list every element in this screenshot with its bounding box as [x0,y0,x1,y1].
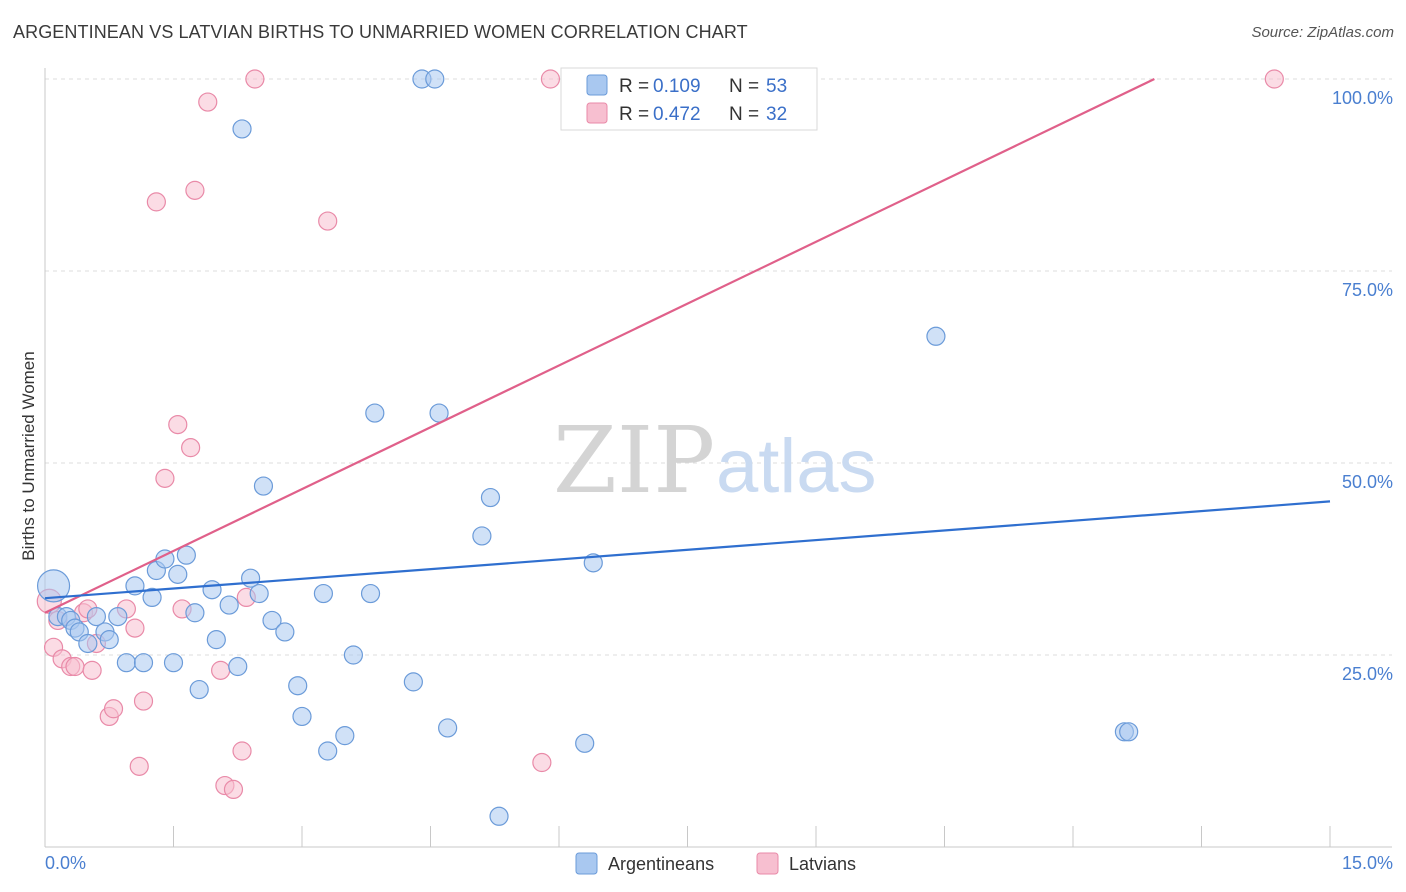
argentineans-point [168,564,188,584]
y-tick-label: 75.0% [1342,280,1393,300]
argentineans-point [78,633,98,654]
stats-r-label: R = [619,104,649,125]
y-tick-label: 100.0% [1332,88,1393,108]
latvians-point [133,691,154,711]
y-tick-labels: 25.0% 50.0% 75.0% 100.0% [1332,88,1393,684]
argentineans-point [253,476,274,496]
argentineans-point [262,610,282,631]
argentineans-point [425,69,445,89]
argentineans-point [36,569,71,603]
watermark-zip: ZIP [553,407,715,514]
stats-box: R = 0.109 N = 53 R = 0.472 N = 32 [560,67,818,131]
argentineans-point [403,672,423,692]
latvians-point [82,660,102,680]
argentineans-point [232,119,252,139]
argentineans-point [189,679,209,700]
latvians-point [232,741,252,761]
argentineans-point [176,545,196,565]
latvians-point [146,192,166,212]
argentineans-point [275,622,295,642]
argentineans-point [99,630,119,650]
trend-lines [44,78,1331,614]
y-tick-label: 25.0% [1342,664,1393,684]
argentineans-point [206,630,226,650]
legend-label-latvians: Latvians [789,854,856,874]
latvians-point [181,438,201,458]
stats-r-label: R = [619,76,649,97]
argentineans-point [228,656,248,677]
argentineans-point [142,587,162,608]
argentineans-point [318,741,338,761]
latvians-point [1264,69,1284,89]
argentineans-point [202,580,222,600]
argentineans-trend-line [44,500,1331,600]
argentineans-point [335,726,355,746]
latvians-point [198,92,218,112]
grid-lines [45,78,1392,656]
y-axis-label: Births to Unmarried Women [19,351,38,560]
latvians-point [65,656,85,677]
latvians-point [211,660,231,680]
argentineans-point [1119,722,1139,742]
x-tick-label: 15.0% [1342,853,1393,873]
latvians-point [185,180,205,200]
latvians-point [532,752,552,773]
argentineans-point [133,653,154,673]
argentineans-point [489,806,509,826]
latvians-point [223,779,244,800]
stats-swatch-argentineans [586,74,608,96]
latvians-point [155,468,175,488]
x-tick-labels: 0.0% 15.0% [45,853,1393,873]
legend-swatch-argentineans [575,852,598,875]
stats-n-value: 53 [766,76,787,97]
argentineans-point [116,653,136,673]
argentineans-point [288,676,308,696]
argentineans-point [292,706,312,727]
argentineans-point [163,653,184,673]
stats-r-value: 0.472 [653,104,701,125]
argentineans-point [219,595,239,615]
argentineans-point [583,553,603,573]
argentineans-point [438,718,458,738]
stats-r-value: 0.109 [653,76,701,97]
argentineans-point [926,326,946,346]
argentineans-point [185,603,205,623]
chart-source: Source: ZipAtlas.com [1251,24,1394,41]
chart-title: ARGENTINEAN VS LATVIAN BIRTHS TO UNMARRI… [13,22,748,42]
argentineans-point [360,583,381,604]
argentineans-point [343,645,363,665]
legend-swatch-latvians [756,852,779,875]
axes [44,68,1392,848]
argentineans-points [36,69,1139,826]
latvians-point [129,756,149,776]
x-tick-label: 0.0% [45,853,86,873]
latvians-point [103,699,124,719]
argentineans-point [480,487,501,508]
latvians-point [245,69,265,89]
watermark-atlas: atlas [716,424,877,509]
legend-label-argentineans: Argentineans [608,854,714,874]
argentineans-point [472,526,492,546]
y-tick-label: 50.0% [1342,472,1393,492]
legend: Argentineans Latvians [575,852,856,875]
stats-n-value: 32 [766,104,787,125]
latvians-point [168,415,188,435]
latvians-point [125,618,145,638]
latvians-point [318,211,338,231]
stats-swatch-latvians [586,102,608,124]
stats-n-label: N = [729,76,759,97]
latvians-point [540,69,561,89]
latvians-trend-line [44,78,1155,614]
argentineans-point [313,583,334,604]
argentineans-point [249,583,269,604]
watermark: ZIP atlas [553,407,877,514]
argentineans-point [575,733,595,753]
stats-n-label: N = [729,104,759,125]
argentineans-point [108,606,128,627]
argentineans-point [365,403,385,423]
argentineans-point [86,606,107,627]
